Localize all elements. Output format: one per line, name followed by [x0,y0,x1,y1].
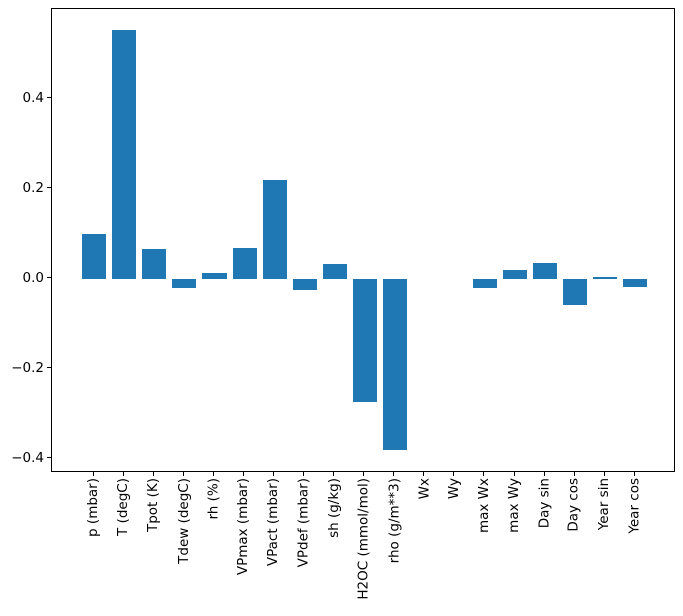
x-tick [543,472,545,476]
x-tick-label: VPdef (mbar) [295,478,312,568]
bar [82,233,107,279]
y-tick-label: 0.2 [22,179,44,196]
bar [172,278,197,289]
x-tick [333,472,335,476]
x-tick [513,472,515,476]
x-tick [633,472,635,476]
x-tick [453,472,455,476]
x-tick [363,472,365,476]
bar [292,278,317,291]
x-tick-label: Day cos [566,478,583,532]
x-tick-label: Tdew (degC) [175,478,192,564]
y-tick-label: 0.0 [22,269,44,286]
bar [533,262,558,279]
x-tick-label: rh (%) [205,478,222,520]
x-tick-label: VPmax (mbar) [235,478,252,576]
y-tick [47,277,51,279]
x-tick [92,472,94,476]
y-tick [47,187,51,189]
x-tick [243,472,245,476]
x-tick-label: Tpot (K) [145,478,162,533]
x-tick [122,472,124,476]
x-tick [303,472,305,476]
x-tick [182,472,184,476]
x-tick-label: Year sin [596,478,613,531]
bar [322,263,347,279]
y-tick [47,97,51,99]
bar [352,278,377,403]
x-tick-label: Day sin [536,478,553,529]
x-tick-label: Year cos [626,478,643,534]
x-tick [573,472,575,476]
x-tick-label: sh (g/kg) [325,478,342,538]
bar [262,180,287,279]
bar [593,277,618,279]
y-tick-label: −0.4 [11,449,44,466]
bar [382,278,407,451]
x-tick [483,472,485,476]
x-tick [423,472,425,476]
x-tick-label: p (mbar) [85,478,102,537]
x-tick [603,472,605,476]
x-tick-label: rho (g/m**3) [385,478,402,564]
y-tick-label: 0.4 [22,89,44,106]
x-tick [213,472,214,476]
x-tick-label: VPact (mbar) [265,478,282,567]
x-tick-label: max Wy [506,478,522,533]
x-tick [152,472,154,476]
x-tick-label: H2OC (mmol/mol) [355,478,372,600]
bar [112,30,137,279]
bar [563,278,588,306]
x-tick [273,472,275,476]
bar [472,278,497,289]
bar [142,249,167,279]
bar [502,270,527,279]
y-tick-label: −0.2 [11,359,44,376]
y-tick [47,367,51,369]
y-tick [47,457,51,459]
x-tick-label: Wx [415,478,432,500]
x-tick-label: Wy [445,478,462,500]
bar [623,278,648,287]
x-tick [393,472,395,476]
x-tick-label: max Wx [475,478,492,534]
bar [202,273,227,279]
bar [232,247,257,279]
plot-area [51,8,675,472]
x-tick-label: T (degC) [115,478,132,536]
